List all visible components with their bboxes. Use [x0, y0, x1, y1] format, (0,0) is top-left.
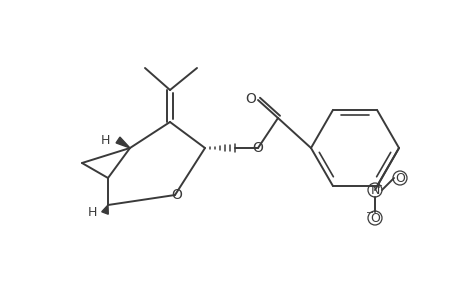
Text: O: O — [245, 92, 256, 106]
Text: −: − — [365, 208, 373, 218]
Text: O: O — [394, 172, 404, 184]
Polygon shape — [116, 137, 130, 148]
Text: +: + — [375, 182, 381, 190]
Polygon shape — [101, 205, 108, 214]
Text: H: H — [101, 134, 110, 146]
Text: N: N — [369, 184, 379, 196]
Text: O: O — [252, 141, 263, 155]
Text: H: H — [87, 206, 97, 220]
Text: O: O — [369, 212, 379, 224]
Text: O: O — [171, 188, 182, 202]
